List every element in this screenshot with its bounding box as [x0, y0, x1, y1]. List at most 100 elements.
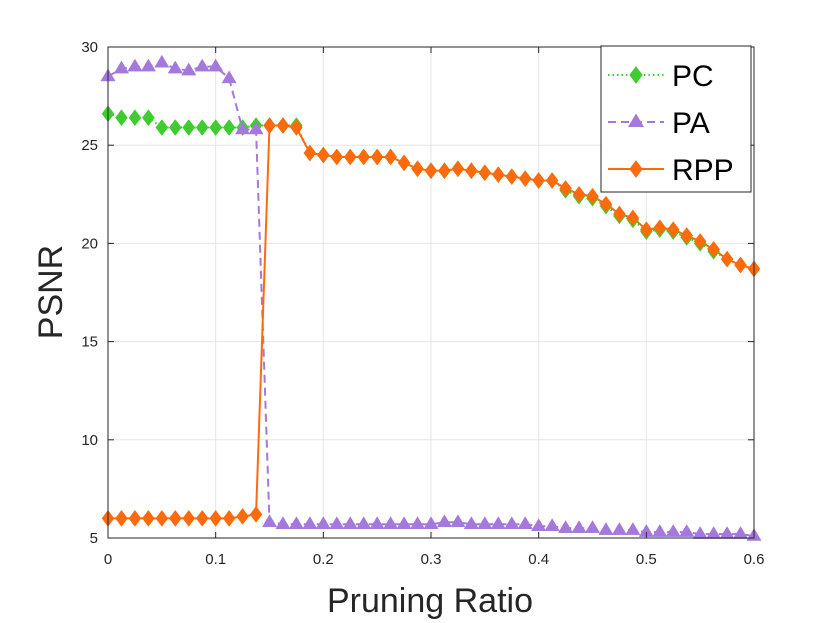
series-rpp-point [451, 160, 465, 178]
series-pc-point [182, 119, 196, 136]
series-pa-point [598, 522, 614, 535]
series-rpp-point [653, 219, 667, 237]
series-pa-point [315, 516, 331, 530]
series-rpp-point [518, 170, 532, 188]
series-rpp-point [317, 146, 330, 164]
series-pa-point [504, 516, 520, 530]
series-pa-point [652, 524, 668, 537]
series-pc-point [209, 119, 222, 136]
series-pa-point [127, 58, 143, 72]
series-pa-point [342, 516, 358, 530]
series-rpp-point [142, 509, 155, 527]
series-rpp-point [693, 233, 707, 250]
series-rpp-point [438, 162, 451, 180]
legend-pa-label: PA [672, 107, 710, 140]
series-pa-point [517, 516, 533, 530]
x-tick-label: 0.1 [205, 551, 226, 568]
y-tick-label: 15 [81, 334, 98, 351]
y-tick-label: 5 [90, 530, 98, 547]
series-markers [100, 54, 762, 541]
series-pc-point [128, 109, 142, 127]
series-rpp-point [572, 185, 586, 203]
tick-labels: 0 0.1 0.2 0.3 0.4 0.5 0.6 5 10 15 20 25 30 [81, 39, 764, 568]
axes [107, 46, 755, 539]
x-tick-label: 0.3 [421, 551, 442, 568]
series-pa-point [544, 518, 560, 531]
series-pa-point [436, 514, 453, 528]
legend-entry-pa: PA [608, 107, 710, 140]
series-rpp-point [357, 148, 371, 166]
y-tick-label: 20 [81, 235, 98, 252]
x-tick-label: 0.6 [744, 551, 765, 568]
series-rpp-point [626, 209, 640, 227]
series-pa-point [221, 70, 237, 84]
y-tick-label: 10 [81, 432, 98, 449]
series-rpp-point [707, 240, 720, 258]
series-rpp-point [411, 160, 424, 178]
series-pa-point [409, 516, 426, 530]
series-pa-point [584, 520, 601, 533]
series-rpp-point [599, 195, 613, 213]
series-pc-point [222, 119, 236, 136]
y-axis-title: PSNR [32, 245, 70, 339]
series-pa-point [248, 121, 264, 135]
series-pa-point [181, 62, 197, 76]
series-rpp-point [330, 148, 344, 166]
series-rpp-point [195, 509, 209, 527]
series-pa-point [275, 516, 291, 530]
x-tick-label: 0.4 [528, 551, 549, 568]
series-pa-point [571, 520, 587, 533]
series-pa-point [396, 516, 412, 530]
series-pa-point [383, 516, 399, 530]
y-tick-label: 30 [81, 39, 98, 56]
series-rpp-point [465, 162, 478, 180]
series-rpp-point [586, 187, 599, 205]
series-pa-point [356, 516, 372, 530]
series-pa-point [302, 516, 318, 530]
series-pa-point [235, 121, 251, 135]
legend-box [600, 45, 752, 193]
series-pa-point [625, 522, 641, 535]
series-pa-point [154, 54, 170, 68]
series-rpp-point [545, 172, 559, 189]
legend-rpp-label: RPP [672, 154, 734, 187]
series-pa-point [208, 58, 224, 72]
series-pa-point [732, 526, 749, 539]
series-rpp-point [505, 168, 519, 186]
series-rpp-point [640, 221, 653, 239]
series-pa-point [531, 518, 547, 531]
y-tick-label: 25 [81, 137, 98, 154]
series-pa-point [261, 514, 278, 528]
series-pc-point [168, 119, 182, 136]
series-rpp-point [128, 509, 142, 527]
series-pc-point [115, 109, 128, 127]
series-rpp-point [424, 162, 438, 180]
legend-rpp-marker [629, 160, 643, 178]
series-rpp-point [370, 148, 384, 166]
series-rpp-point [263, 117, 276, 134]
series-rpp-point [532, 172, 545, 189]
legend-entry-rpp: RPP [608, 154, 734, 187]
legend-pc-label: PC [672, 60, 714, 93]
x-tick-label: 0.2 [313, 551, 334, 568]
series-rpp-point [680, 227, 694, 244]
series-pa-point [463, 516, 479, 530]
series-pa-point [288, 516, 304, 530]
series-pc-point [142, 109, 155, 127]
series-rpp-point [290, 119, 303, 136]
series-pa-point [423, 516, 439, 530]
series-rpp-point [209, 509, 222, 527]
series-rpp-point [720, 250, 734, 268]
series-pa-point [490, 516, 506, 530]
series-pa-point [679, 524, 695, 537]
series-rpp-point [478, 164, 492, 182]
series-rpp-point [343, 148, 357, 166]
series-pc-point [155, 119, 169, 136]
series-rpp-point [236, 507, 249, 525]
series-rpp-point [222, 509, 236, 527]
series-rpp-point [155, 509, 169, 527]
series-rpp-point [249, 506, 263, 523]
series-pa-point [558, 520, 574, 533]
